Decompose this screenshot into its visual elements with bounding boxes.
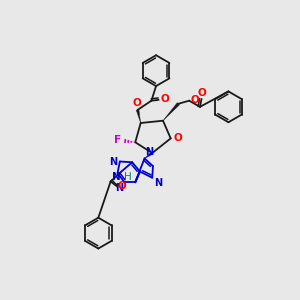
Text: N: N xyxy=(115,183,123,193)
Text: O: O xyxy=(174,134,182,143)
Text: O: O xyxy=(132,98,141,108)
Text: N: N xyxy=(154,178,162,188)
Text: F: F xyxy=(114,135,122,145)
Polygon shape xyxy=(163,103,179,121)
Text: O: O xyxy=(118,181,126,191)
Polygon shape xyxy=(145,152,153,158)
Text: O: O xyxy=(191,95,200,105)
Text: H: H xyxy=(124,172,132,182)
Text: O: O xyxy=(197,88,206,98)
Text: N: N xyxy=(110,157,118,166)
Polygon shape xyxy=(136,110,141,123)
Text: N: N xyxy=(145,147,153,157)
Text: N: N xyxy=(112,172,121,182)
Text: O: O xyxy=(161,94,170,104)
